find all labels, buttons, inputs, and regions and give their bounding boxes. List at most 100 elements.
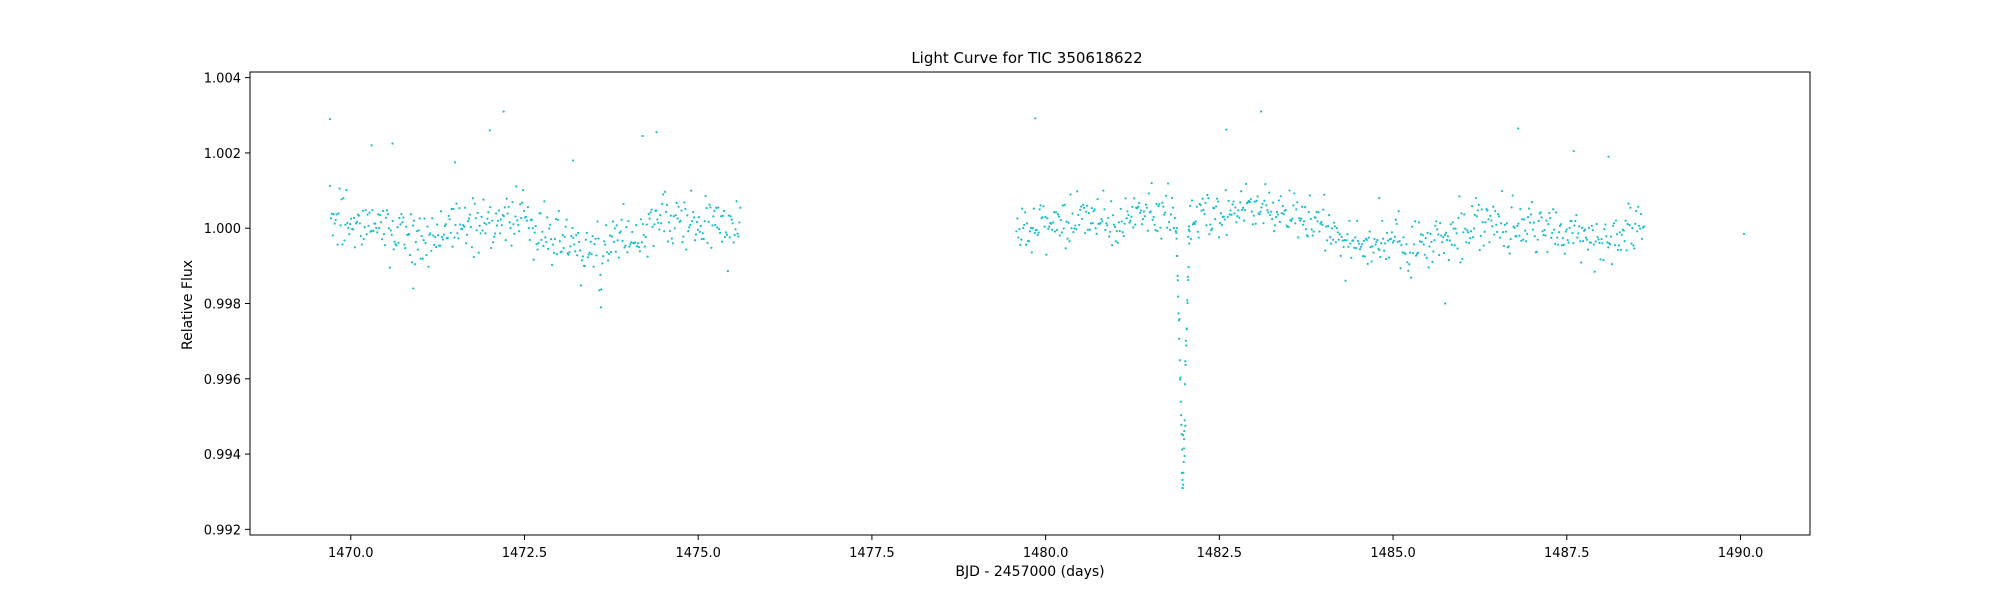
data-point [737, 235, 740, 238]
data-point [1557, 231, 1561, 234]
data-point [348, 233, 351, 236]
data-point [1034, 117, 1037, 120]
data-point [578, 240, 581, 243]
data-point [1442, 251, 1446, 255]
data-point [693, 239, 697, 242]
data-point [1181, 478, 1184, 482]
data-point [339, 224, 342, 227]
plot-frame [249, 71, 1811, 536]
data-point [335, 213, 338, 216]
data-point [1309, 217, 1312, 221]
data-point [1326, 239, 1329, 242]
data-point [513, 232, 516, 235]
data-point [1203, 212, 1206, 216]
data-point [495, 224, 499, 227]
data-point [1356, 219, 1359, 222]
y-tick-label: 0.998 [204, 298, 241, 313]
data-point [1171, 206, 1175, 209]
data-point [1062, 227, 1065, 230]
data-point [480, 215, 483, 218]
data-point [1639, 227, 1642, 230]
data-point [1359, 245, 1363, 248]
data-point [1571, 231, 1574, 235]
data-point [1516, 224, 1519, 227]
data-point [1619, 248, 1622, 251]
data-point [1412, 251, 1415, 255]
data-point [577, 231, 580, 235]
data-point [1130, 215, 1133, 218]
data-point [1243, 219, 1246, 222]
data-point [1021, 207, 1024, 210]
data-point [1567, 241, 1570, 244]
data-point [490, 246, 493, 250]
data-point [1185, 344, 1188, 347]
x-tick-label: 1472.5 [502, 546, 548, 561]
data-point [1424, 236, 1427, 240]
data-point [1090, 207, 1093, 210]
data-point [690, 189, 693, 192]
data-point [1291, 217, 1294, 220]
data-point [1238, 216, 1241, 219]
data-point [1191, 223, 1195, 226]
data-point [483, 221, 486, 225]
data-point [1255, 199, 1258, 203]
data-point [701, 232, 704, 235]
data-point [336, 243, 339, 246]
data-point [1418, 240, 1421, 243]
data-point [1159, 226, 1162, 229]
data-point [486, 217, 489, 220]
data-point [706, 241, 709, 244]
data-point [1361, 255, 1365, 258]
data-point [597, 237, 600, 240]
data-point [602, 255, 605, 258]
data-point [1188, 242, 1191, 245]
data-point [669, 214, 672, 217]
data-point [1176, 254, 1179, 257]
data-point [1499, 222, 1503, 225]
data-point [1174, 230, 1177, 233]
data-point [1299, 217, 1303, 220]
data-point [478, 224, 481, 227]
data-point [344, 223, 347, 226]
data-point [493, 235, 496, 238]
data-point [1423, 253, 1426, 256]
data-point [1405, 243, 1408, 246]
data-point [1311, 234, 1314, 237]
data-point [1039, 204, 1042, 207]
data-point [1383, 249, 1386, 252]
data-point [1182, 437, 1186, 441]
data-point [1545, 219, 1548, 222]
data-point [1263, 199, 1266, 202]
data-point [340, 198, 343, 201]
data-point [694, 233, 698, 236]
data-point [1275, 210, 1279, 214]
data-point [1160, 237, 1163, 240]
data-point [1525, 240, 1528, 243]
data-point [1480, 208, 1483, 211]
data-point [1138, 211, 1142, 214]
data-point [1175, 231, 1178, 234]
data-point [1585, 238, 1589, 241]
data-point [663, 230, 666, 233]
data-point [1207, 197, 1210, 200]
data-point [364, 209, 367, 212]
data-point [1632, 244, 1635, 247]
data-point [1100, 218, 1103, 221]
data-point [699, 224, 702, 227]
data-point [1321, 223, 1324, 226]
data-point [329, 217, 332, 220]
data-point [1196, 230, 1199, 233]
x-tick-label: 1477.5 [849, 546, 895, 561]
data-point [1392, 239, 1395, 242]
data-point [1399, 267, 1402, 270]
data-point [625, 226, 628, 229]
data-point [1396, 240, 1399, 243]
data-point [666, 240, 670, 243]
chart-title: Light Curve for TIC 350618622 [911, 49, 1142, 67]
data-point [1511, 194, 1514, 197]
data-point [644, 236, 647, 239]
data-point [1132, 226, 1135, 229]
data-point [1125, 217, 1128, 220]
data-point [703, 219, 706, 223]
data-point [1119, 207, 1122, 210]
